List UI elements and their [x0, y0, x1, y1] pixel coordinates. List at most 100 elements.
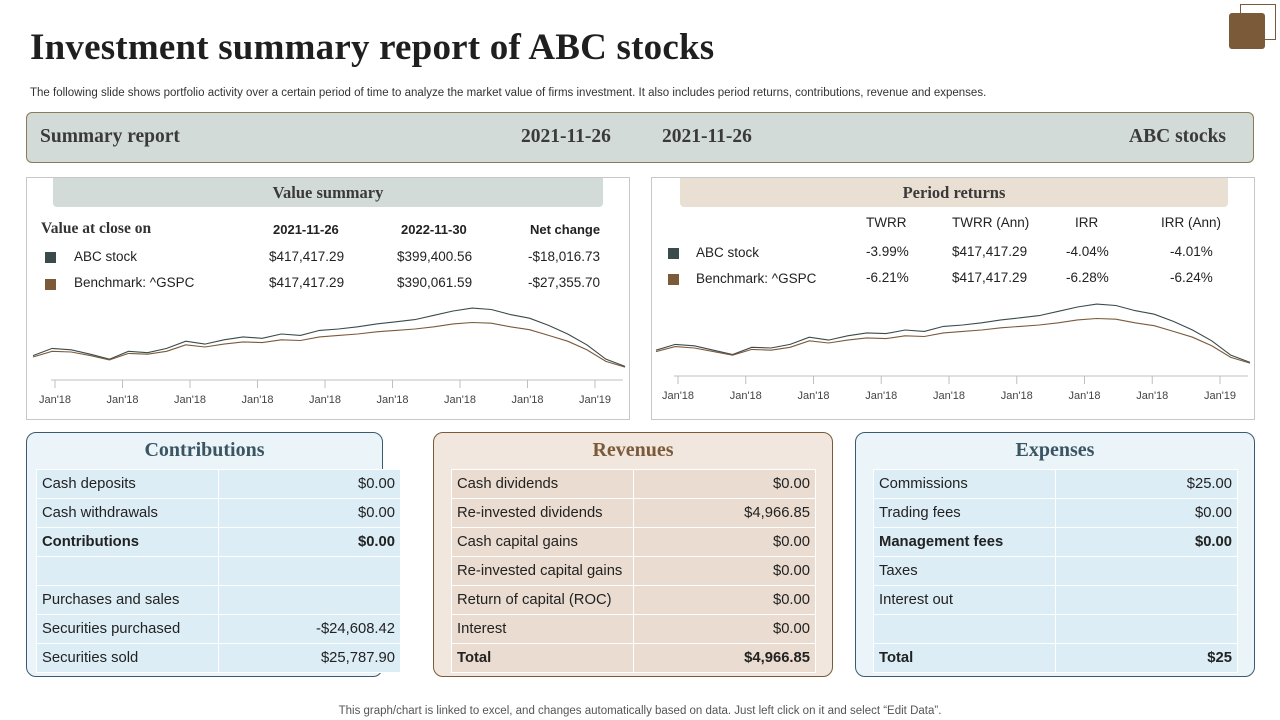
- revenues-row-label: Re-invested dividends: [451, 498, 634, 528]
- value-col-change: Net change: [530, 222, 601, 237]
- x-tick-label: Jan'18: [1001, 390, 1033, 402]
- contributions-row: Securities purchased -$24,608.42: [36, 614, 401, 644]
- pr-abc-twrr: -3.99%: [866, 244, 909, 259]
- expenses-row-label: Trading fees: [873, 498, 1056, 528]
- contributions-row: Cash deposits $0.00: [36, 469, 401, 499]
- x-tick-label: Jan'18: [933, 390, 965, 402]
- contributions-row-value: $0.00: [218, 469, 401, 499]
- contributions-row-value: $25,787.90: [218, 643, 401, 673]
- pr-abc-irr: -4.04%: [1066, 244, 1109, 259]
- series-line-benchmark: [655, 317, 1251, 364]
- expenses-row-label: Taxes: [873, 556, 1056, 586]
- expenses-row-value: $0.00: [1055, 527, 1238, 557]
- pr-abc-irr-ann: -4.01%: [1170, 244, 1213, 259]
- revenues-row-value: $4,966.85: [633, 643, 816, 673]
- x-tick-label: Jan'18: [865, 390, 897, 402]
- expenses-row: Management fees $0.00: [873, 527, 1238, 557]
- contributions-row-label: Cash deposits: [36, 469, 219, 499]
- expenses-row-label: Commissions: [873, 469, 1056, 499]
- contributions-table: Cash deposits $0.00 Cash withdrawals $0.00 C…: [36, 469, 401, 673]
- expenses-row: [873, 614, 1238, 644]
- value-col-label: Value at close on: [41, 220, 152, 237]
- expenses-row-label: Total: [873, 643, 1056, 673]
- expenses-row-value: [1055, 614, 1238, 644]
- pr-benchmark-irr: -6.28%: [1066, 270, 1109, 285]
- x-tick-label: Jan'18: [39, 394, 71, 406]
- contributions-row-value: -$24,608.42: [218, 614, 401, 644]
- x-tick-label: Jan'18: [174, 394, 206, 406]
- abc-stock-label: ABC stock: [74, 249, 138, 264]
- x-tick-label: Jan'19: [1204, 390, 1236, 402]
- benchmark-change: -$27,355.70: [528, 275, 601, 290]
- contributions-row: Purchases and sales: [36, 585, 401, 615]
- revenues-row: Cash capital gains $0.00: [451, 527, 816, 557]
- pr-col-twrr-ann: TWRR (Ann): [952, 215, 1030, 230]
- revenues-row: Interest $0.00: [451, 614, 816, 644]
- contributions-row: Securities sold $25,787.90: [36, 643, 401, 673]
- x-tick-label: Jan'18: [1068, 390, 1100, 402]
- summary-bar: Summary report 2021-11-26 2021-11-26 ABC…: [26, 112, 1254, 163]
- pr-benchmark-legend-swatch: [668, 274, 679, 285]
- revenues-row-label: Total: [451, 643, 634, 673]
- summary-date-start: 2021-11-26: [521, 126, 611, 147]
- revenues-row: Cash dividends $0.00: [451, 469, 816, 499]
- x-tick-label: Jan'18: [376, 394, 408, 406]
- contributions-row-label: Securities sold: [36, 643, 219, 673]
- series-line-abc-stock: [32, 307, 626, 367]
- revenues-title: Revenues: [592, 439, 674, 461]
- footer-note: This graph/chart is linked to excel, and…: [338, 705, 942, 717]
- revenues-row-label: Interest: [451, 614, 634, 644]
- benchmark-legend-swatch: [45, 279, 56, 290]
- expenses-row: Total $25: [873, 643, 1238, 673]
- revenues-row-label: Re-invested capital gains: [451, 556, 634, 586]
- contributions-row: Contributions $0.00: [36, 527, 401, 557]
- decor-square-filled: [1229, 13, 1265, 49]
- revenues-row-label: Cash dividends: [451, 469, 634, 499]
- revenues-row: Total $4,966.85: [451, 643, 816, 673]
- period-returns-panel: Period returns TWRR TWRR (Ann) IRR IRR (…: [651, 177, 1255, 420]
- x-tick-label: Jan'18: [106, 394, 138, 406]
- x-tick-label: Jan'18: [309, 394, 341, 406]
- pr-abc-twrr-ann: $417,417.29: [952, 244, 1028, 259]
- contributions-row-label: [36, 556, 219, 586]
- pr-benchmark-label: Benchmark: ^GSPC: [696, 271, 817, 286]
- value-summary-panel: Value summary Value at close on 2021-11-…: [26, 177, 630, 420]
- summary-date-end: 2021-11-26: [662, 126, 752, 147]
- summary-label: Summary report: [40, 126, 180, 147]
- revenues-row: Return of capital (ROC) $0.00: [451, 585, 816, 615]
- expenses-title: Expenses: [1015, 439, 1095, 461]
- summary-stock-name: ABC stocks: [1129, 126, 1226, 147]
- revenues-row-label: Return of capital (ROC): [451, 585, 634, 615]
- pr-col-irr-ann: IRR (Ann): [1161, 215, 1222, 230]
- value-col-date2: 2022-11-30: [401, 222, 467, 237]
- expenses-row-label: Interest out: [873, 585, 1056, 615]
- x-tick-label: Jan'18: [241, 394, 273, 406]
- x-tick-label: Jan'18: [511, 394, 543, 406]
- pr-abc-label: ABC stock: [696, 245, 760, 260]
- period-returns-heading: Period returns: [680, 178, 1228, 207]
- pr-benchmark-twrr: -6.21%: [866, 270, 909, 285]
- x-tick-label: Jan'18: [730, 390, 762, 402]
- period-returns-line-chart: Jan'18 Jan'18 Jan'18 Jan'18 Jan'18 Jan'18 Jan'…: [655, 303, 1251, 402]
- abc-stock-value-2: $399,400.56: [397, 249, 473, 264]
- pr-benchmark-irr-ann: -6.24%: [1170, 270, 1213, 285]
- benchmark-value-1: $417,417.29: [269, 275, 345, 290]
- expenses-row: Commissions $25.00: [873, 469, 1238, 499]
- revenues-row: Re-invested capital gains $0.00: [451, 556, 816, 586]
- contributions-row-label: Purchases and sales: [36, 585, 219, 615]
- series-line-abc-stock: [655, 303, 1251, 363]
- expenses-box: Expenses Commissions $25.00 Trading fees $0…: [855, 432, 1255, 677]
- pr-col-irr: IRR: [1075, 215, 1099, 230]
- expenses-row-value: [1055, 556, 1238, 586]
- expenses-row-label: Management fees: [873, 527, 1056, 557]
- x-tick-label: Jan'18: [797, 390, 829, 402]
- revenues-row-value: $4,966.85: [633, 498, 816, 528]
- value-col-date1: 2021-11-26: [273, 222, 339, 237]
- value-summary-line-chart: Jan'18 Jan'18 Jan'18 Jan'18 Jan'18 Jan'18 Jan'…: [32, 307, 626, 406]
- benchmark-value-2: $390,061.59: [397, 275, 473, 290]
- x-tick-label: Jan'18: [662, 390, 694, 402]
- revenues-row-value: $0.00: [633, 585, 816, 615]
- revenues-row-value: $0.00: [633, 527, 816, 557]
- contributions-box: Contributions Cash deposits $0.00 Cash wit…: [26, 432, 401, 677]
- contributions-row-value: $0.00: [218, 527, 401, 557]
